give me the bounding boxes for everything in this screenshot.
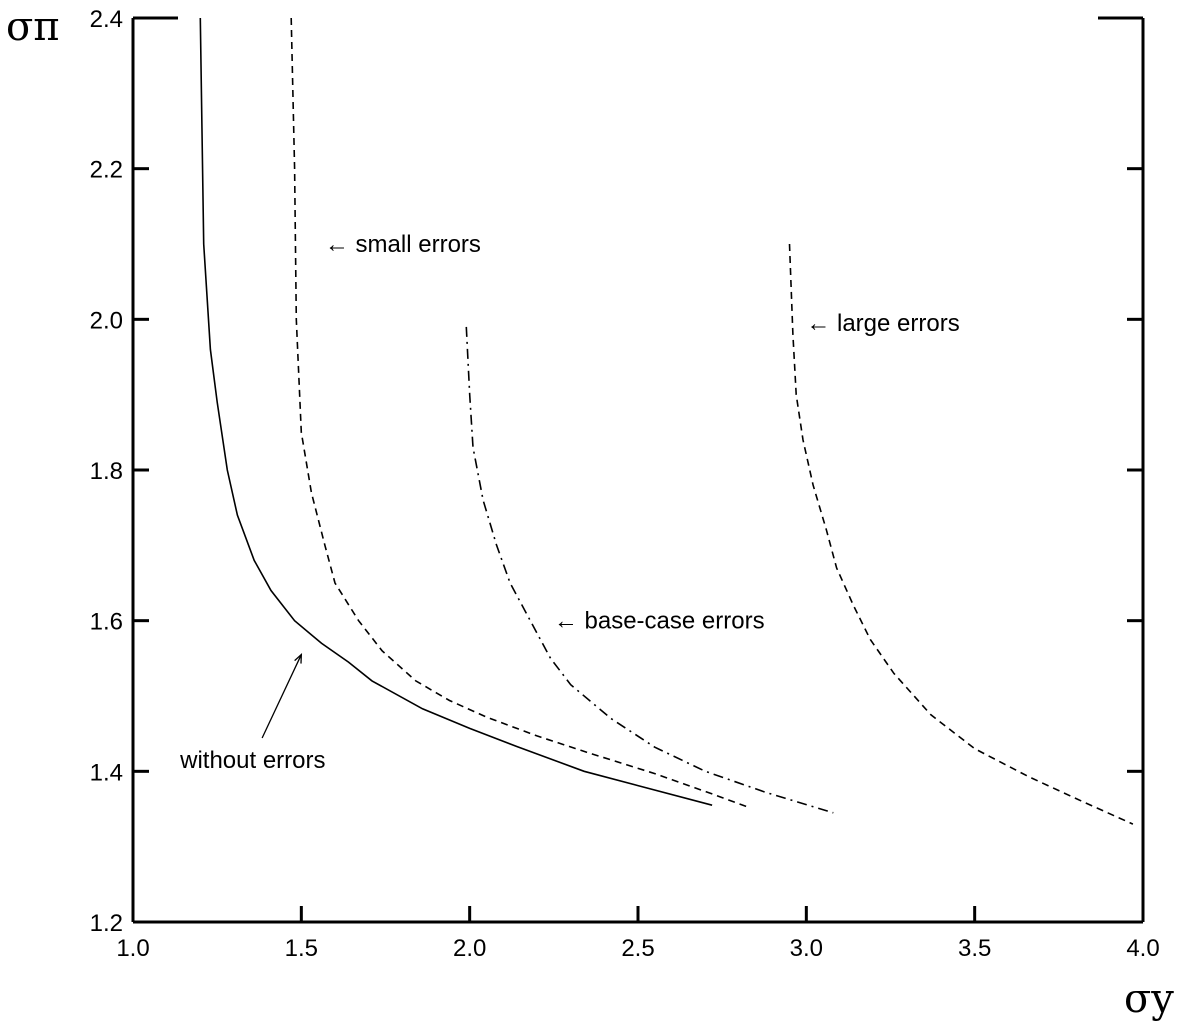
y-tick-label: 1.8 bbox=[90, 458, 123, 485]
series-layer bbox=[199, 17, 1134, 825]
y-tick-label: 1.6 bbox=[90, 609, 123, 636]
annotation-label: ← base-case errors bbox=[554, 608, 765, 635]
annotation-label: without errors bbox=[179, 747, 325, 774]
x-tick-label: 1.0 bbox=[116, 935, 149, 962]
annotation-arrow bbox=[261, 654, 302, 739]
x-tick-label: 2.0 bbox=[453, 935, 486, 962]
annotations: ← small errors ← large errors ← base-case … bbox=[179, 231, 960, 774]
series-line-small-errors bbox=[290, 17, 750, 809]
y-axis-title: σπ bbox=[6, 4, 60, 50]
x-tick-label: 4.0 bbox=[1126, 935, 1159, 962]
series-line-base-case-errors bbox=[465, 326, 834, 814]
x-axis-title: σy bbox=[1124, 976, 1174, 1021]
y-tick-label: 2.4 bbox=[90, 6, 123, 33]
y-tick-label: 1.4 bbox=[90, 759, 123, 786]
annotation-arrowhead bbox=[294, 653, 303, 664]
y-tick-label: 1.2 bbox=[90, 910, 123, 937]
series-line-without-errors bbox=[199, 17, 713, 806]
annotation-label: ← large errors bbox=[806, 310, 959, 337]
x-tick-label: 3.0 bbox=[790, 935, 823, 962]
x-tick-label: 2.5 bbox=[621, 935, 654, 962]
x-tick-label: 3.5 bbox=[958, 935, 991, 962]
y-tick-label: 2.2 bbox=[90, 157, 123, 184]
series-line-large-errors bbox=[788, 243, 1134, 825]
ticks: 1.0 1.5 2.0 2.5 3.0 3.5 4.0 1.2 1.4 1.6 1.8 2.0 2.2 2… bbox=[90, 6, 1160, 962]
x-tick-label: 1.5 bbox=[285, 935, 318, 962]
annotation-label: ← small errors bbox=[325, 231, 481, 258]
y-tick-label: 2.0 bbox=[90, 307, 123, 334]
